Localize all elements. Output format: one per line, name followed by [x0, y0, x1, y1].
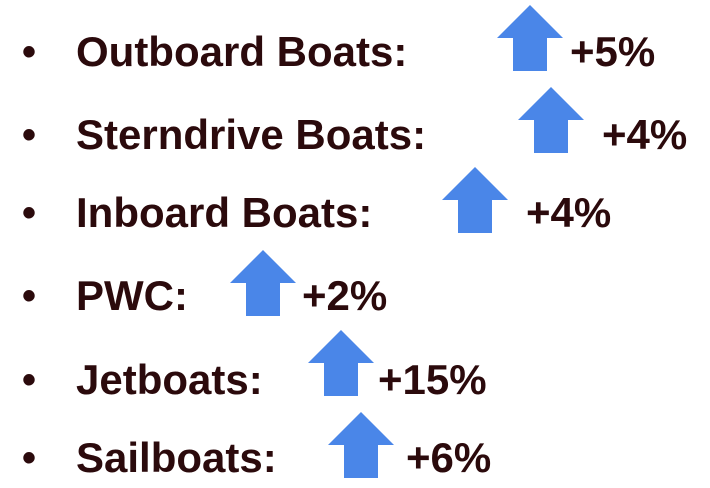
up-arrow	[442, 167, 508, 233]
bullet: •	[22, 30, 37, 74]
up-arrow	[518, 87, 584, 153]
arrow-shape	[442, 167, 508, 233]
list-item: • Sailboats: +6%	[0, 428, 710, 488]
list-item: • PWC: +2%	[0, 266, 710, 326]
list-item: • Jetboats: +15%	[0, 350, 710, 410]
bullet: •	[22, 436, 37, 480]
item-change: +2%	[302, 272, 388, 319]
bullet: •	[22, 113, 37, 157]
up-arrow	[328, 412, 394, 478]
item-label: Sterndrive Boats:	[76, 111, 427, 158]
item-change: +4%	[526, 189, 612, 236]
arrow-shape	[497, 5, 563, 71]
bullet: •	[22, 191, 37, 235]
bullet: •	[22, 358, 37, 402]
item-label: Jetboats:	[76, 356, 263, 403]
list-item: • Sterndrive Boats: +4%	[0, 105, 710, 165]
list-item: • Outboard Boats: +5%	[0, 22, 710, 82]
item-label: Inboard Boats:	[76, 189, 373, 236]
item-change: +4%	[602, 111, 688, 158]
arrow-shape	[308, 330, 374, 396]
up-arrow	[497, 5, 563, 71]
up-arrow	[308, 330, 374, 396]
arrow-shape	[230, 250, 296, 316]
item-change: +5%	[570, 28, 656, 75]
item-change: +6%	[406, 434, 492, 481]
arrow-shape	[518, 87, 584, 153]
list-item: • Inboard Boats: +4%	[0, 183, 710, 243]
bullet: •	[22, 274, 37, 318]
item-label: Outboard Boats:	[76, 28, 408, 75]
arrow-shape	[328, 412, 394, 478]
item-label: PWC:	[76, 272, 188, 319]
item-change: +15%	[378, 356, 487, 403]
item-label: Sailboats:	[76, 434, 277, 481]
up-arrow	[230, 250, 296, 316]
